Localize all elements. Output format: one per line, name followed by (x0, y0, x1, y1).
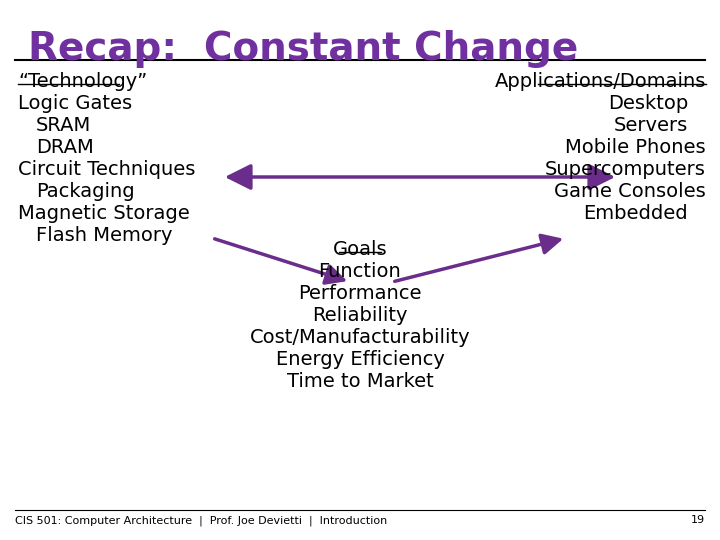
Text: Reliability: Reliability (312, 306, 408, 325)
Text: Embedded: Embedded (583, 204, 688, 223)
Text: Circuit Techniques: Circuit Techniques (18, 160, 195, 179)
Text: Servers: Servers (613, 116, 688, 135)
Text: Flash Memory: Flash Memory (36, 226, 173, 245)
Text: Desktop: Desktop (608, 94, 688, 113)
Text: Time to Market: Time to Market (287, 372, 433, 391)
Text: SRAM: SRAM (36, 116, 91, 135)
Text: Magnetic Storage: Magnetic Storage (18, 204, 190, 223)
Text: Recap:  Constant Change: Recap: Constant Change (28, 30, 578, 68)
Text: Energy Efficiency: Energy Efficiency (276, 350, 444, 369)
Text: CIS 501: Computer Architecture  |  Prof. Joe Devietti  |  Introduction: CIS 501: Computer Architecture | Prof. J… (15, 515, 387, 525)
Text: Cost/Manufacturability: Cost/Manufacturability (250, 328, 470, 347)
Text: Applications/Domains: Applications/Domains (495, 72, 706, 91)
Text: Goals: Goals (333, 240, 387, 259)
Text: Logic Gates: Logic Gates (18, 94, 132, 113)
Text: DRAM: DRAM (36, 138, 94, 157)
Text: 19: 19 (691, 515, 705, 525)
Text: Supercomputers: Supercomputers (545, 160, 706, 179)
Text: “Technology”: “Technology” (18, 72, 148, 91)
Text: Game Consoles: Game Consoles (554, 182, 706, 201)
Text: Mobile Phones: Mobile Phones (565, 138, 706, 157)
Text: Function: Function (319, 262, 401, 281)
Text: Performance: Performance (298, 284, 422, 303)
Text: Packaging: Packaging (36, 182, 135, 201)
